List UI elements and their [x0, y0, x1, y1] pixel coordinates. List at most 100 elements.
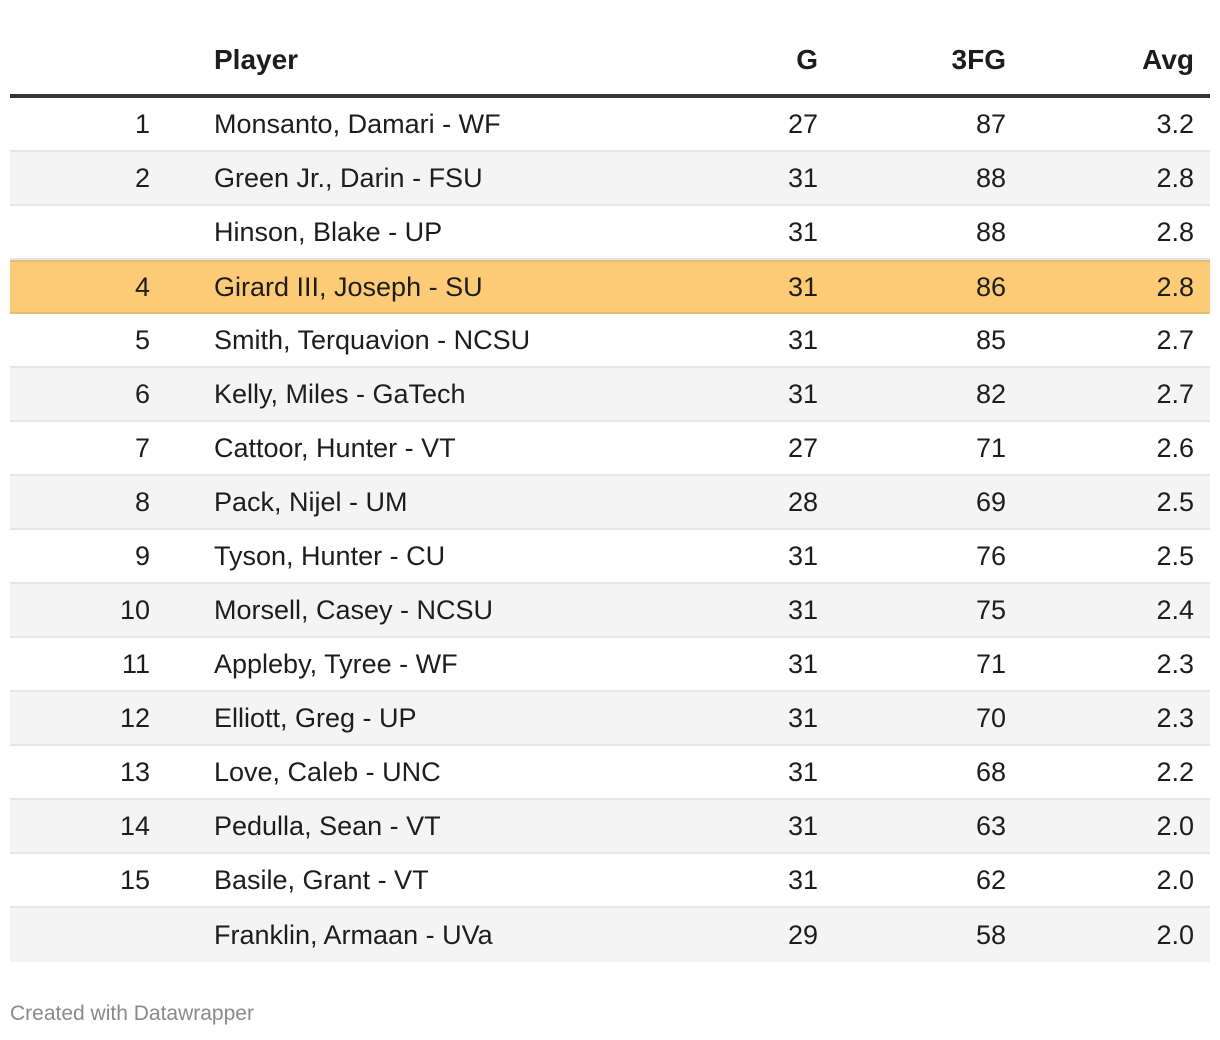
table-row: 10 Morsell, Casey - NCSU 31 75 2.4	[10, 584, 1210, 638]
cell-games: 31	[787, 216, 818, 247]
cell-3fg: 88	[975, 162, 1006, 193]
table-row: 11 Appleby, Tyree - WF 31 71 2.3	[10, 638, 1210, 692]
table-row: 14 Pedulla, Sean - VT 31 63 2.0	[10, 800, 1210, 854]
cell-games: 31	[787, 756, 818, 787]
cell-avg: 2.0	[1156, 810, 1194, 841]
cell-rank: 2	[134, 162, 150, 193]
cell-games: 31	[787, 540, 818, 571]
cell-player: Smith, Terquavion - NCSU	[214, 324, 531, 355]
cell-games: 31	[787, 810, 818, 841]
cell-rank: 6	[134, 378, 150, 409]
cell-avg: 2.8	[1156, 162, 1194, 193]
cell-rank: 8	[134, 486, 150, 517]
table-row: 9 Tyson, Hunter - CU 31 76 2.5	[10, 530, 1210, 584]
cell-avg: 2.0	[1156, 919, 1194, 950]
cell-rank: 11	[121, 648, 150, 679]
cell-3fg: 71	[975, 648, 1006, 679]
footer-credit: Created with Datawrapper	[10, 1002, 254, 1025]
cell-avg: 2.7	[1156, 378, 1194, 409]
cell-games: 31	[787, 594, 818, 625]
cell-3fg: 86	[975, 271, 1006, 302]
cell-rank: 12	[119, 702, 150, 733]
header-player[interactable]: Player	[214, 44, 299, 75]
cell-3fg: 75	[975, 594, 1006, 625]
table-row: Hinson, Blake - UP 31 88 2.8	[10, 206, 1210, 260]
cell-avg: 3.2	[1156, 108, 1194, 139]
cell-games: 31	[787, 648, 818, 679]
cell-avg: 2.4	[1156, 594, 1194, 625]
table-body: 1 Monsanto, Damari - WF 27 87 3.2 2 Green Jr.,…	[10, 98, 1210, 962]
cell-rank: 10	[119, 594, 150, 625]
cell-player: Tyson, Hunter - CU	[214, 540, 446, 571]
cell-3fg: 85	[975, 324, 1006, 355]
cell-avg: 2.0	[1156, 864, 1194, 895]
table-row: 1 Monsanto, Damari - WF 27 87 3.2	[10, 98, 1210, 152]
cell-3fg: 70	[975, 702, 1006, 733]
cell-3fg: 76	[975, 540, 1006, 571]
cell-rank: 7	[134, 432, 150, 463]
cell-rank: 5	[134, 324, 150, 355]
cell-avg: 2.2	[1156, 756, 1194, 787]
cell-3fg: 63	[975, 810, 1006, 841]
cell-player: Morsell, Casey - NCSU	[214, 594, 494, 625]
cell-3fg: 82	[975, 378, 1006, 409]
table-row: 12 Elliott, Greg - UP 31 70 2.3	[10, 692, 1210, 746]
cell-player: Cattoor, Hunter - VT	[214, 432, 456, 463]
table-row: 13 Love, Caleb - UNC 31 68 2.2	[10, 746, 1210, 800]
cell-player: Franklin, Armaan - UVa	[214, 919, 493, 950]
table-row: 6 Kelly, Miles - GaTech 31 82 2.7	[10, 368, 1210, 422]
table-row: 5 Smith, Terquavion - NCSU 31 85 2.7	[10, 314, 1210, 368]
cell-avg: 2.5	[1156, 540, 1194, 571]
cell-player: Girard III, Joseph - SU	[214, 271, 483, 302]
cell-3fg: 87	[975, 108, 1006, 139]
cell-rank	[10, 908, 150, 962]
cell-3fg: 88	[975, 216, 1006, 247]
cell-avg: 2.3	[1156, 702, 1194, 733]
table-row: 7 Cattoor, Hunter - VT 27 71 2.6	[10, 422, 1210, 476]
cell-player: Hinson, Blake - UP	[214, 216, 443, 247]
cell-games: 31	[787, 864, 818, 895]
table-header: Player G 3FG Avg	[10, 28, 1210, 98]
cell-3fg: 68	[975, 756, 1006, 787]
table-row: 2 Green Jr., Darin - FSU 31 88 2.8	[10, 152, 1210, 206]
cell-3fg: 69	[975, 486, 1006, 517]
cell-player: Basile, Grant - VT	[214, 864, 429, 895]
cell-avg: 2.5	[1156, 486, 1194, 517]
cell-games: 28	[787, 486, 818, 517]
cell-rank: 15	[119, 864, 150, 895]
header-games[interactable]: G	[796, 44, 818, 75]
table-row: 15 Basile, Grant - VT 31 62 2.0	[10, 854, 1210, 908]
cell-player: Elliott, Greg - UP	[214, 702, 417, 733]
cell-games: 31	[787, 324, 818, 355]
cell-avg: 2.7	[1156, 324, 1194, 355]
cell-games: 27	[787, 432, 818, 463]
cell-player: Pack, Nijel - UM	[214, 486, 408, 517]
table-row: 8 Pack, Nijel - UM 28 69 2.5	[10, 476, 1210, 530]
cell-player: Appleby, Tyree - WF	[214, 648, 458, 679]
cell-player: Kelly, Miles - GaTech	[214, 378, 466, 409]
cell-player: Love, Caleb - UNC	[214, 756, 441, 787]
cell-rank: 9	[134, 540, 150, 571]
cell-player: Pedulla, Sean - VT	[214, 810, 441, 841]
stats-table: Player G 3FG Avg 1 Monsanto, Damari - WF 2…	[10, 28, 1210, 962]
cell-player: Green Jr., Darin - FSU	[214, 162, 483, 193]
cell-games: 31	[787, 271, 818, 302]
cell-games: 31	[787, 702, 818, 733]
cell-3fg: 58	[975, 919, 1006, 950]
cell-3fg: 71	[975, 432, 1006, 463]
cell-3fg: 62	[975, 864, 1006, 895]
cell-avg: 2.8	[1156, 216, 1194, 247]
cell-avg: 2.8	[1156, 271, 1194, 302]
header-rank[interactable]	[10, 28, 150, 94]
cell-games: 31	[787, 162, 818, 193]
cell-avg: 2.6	[1156, 432, 1194, 463]
cell-player: Monsanto, Damari - WF	[214, 108, 501, 139]
cell-rank: 14	[119, 810, 150, 841]
cell-rank: 4	[134, 271, 150, 302]
cell-rank: 1	[134, 108, 150, 139]
cell-rank: 13	[119, 756, 150, 787]
cell-games: 27	[787, 108, 818, 139]
header-3fg[interactable]: 3FG	[951, 44, 1006, 75]
header-avg[interactable]: Avg	[1142, 44, 1194, 75]
cell-games: 31	[787, 378, 818, 409]
